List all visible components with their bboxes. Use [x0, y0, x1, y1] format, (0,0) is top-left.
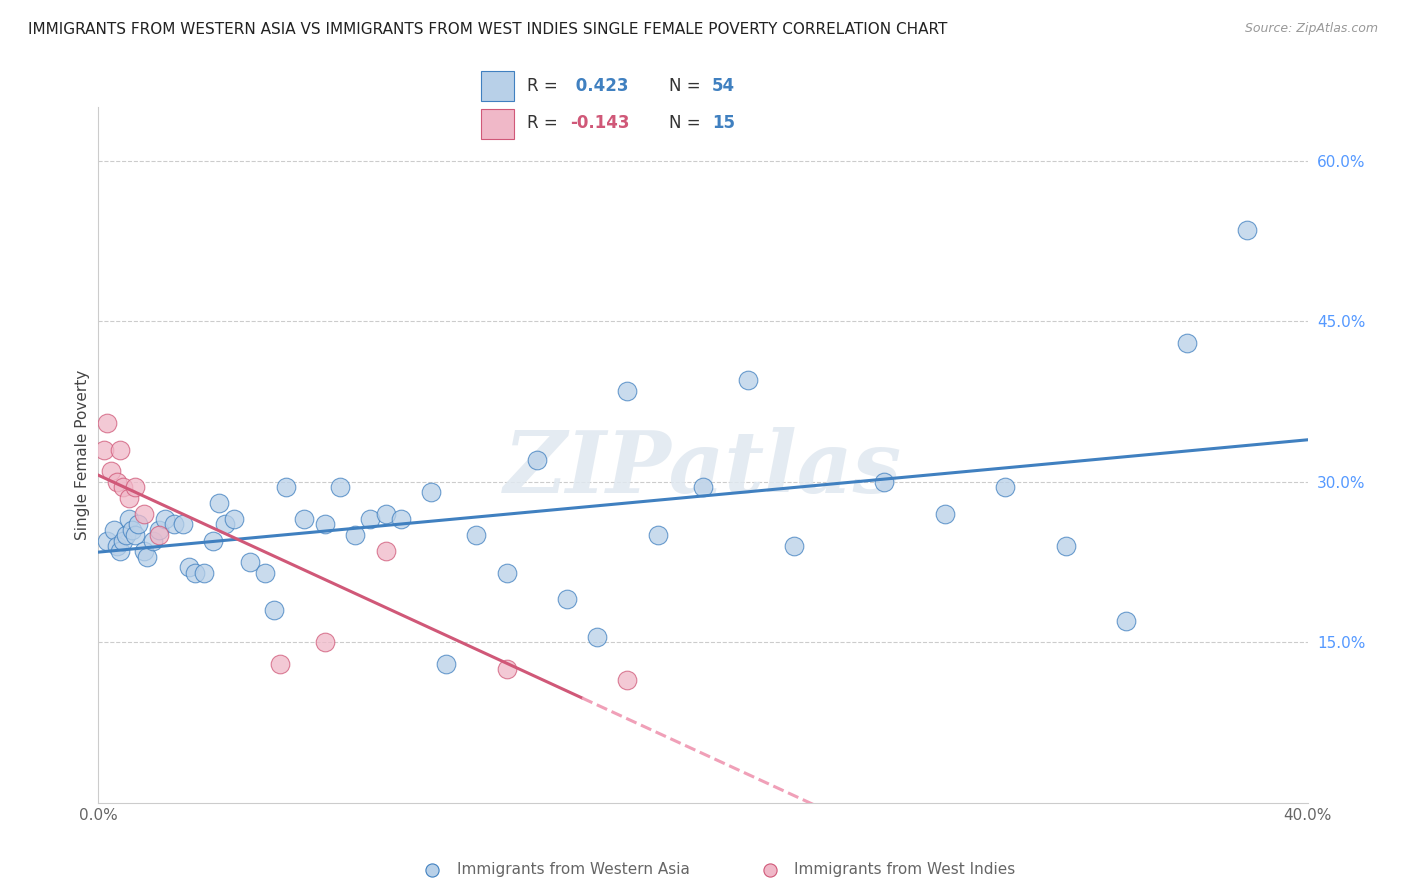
Point — [1115, 614, 1137, 628]
Text: IMMIGRANTS FROM WESTERN ASIA VS IMMIGRANTS FROM WEST INDIES SINGLE FEMALE POVERT: IMMIGRANTS FROM WESTERN ASIA VS IMMIGRAN… — [28, 22, 948, 37]
Point — [105, 475, 128, 489]
Point — [526, 453, 548, 467]
Point — [269, 657, 291, 671]
Point — [179, 560, 201, 574]
Point — [616, 384, 638, 398]
Point — [108, 544, 131, 558]
Point — [616, 673, 638, 687]
Point — [434, 657, 457, 671]
Point — [692, 480, 714, 494]
Text: R =: R = — [527, 114, 564, 132]
Point — [737, 373, 759, 387]
Point — [172, 517, 194, 532]
Point — [111, 533, 134, 548]
Point — [374, 544, 396, 558]
Point — [124, 528, 146, 542]
Point — [105, 539, 128, 553]
Point — [1236, 223, 1258, 237]
Point — [495, 662, 517, 676]
Point — [127, 517, 149, 532]
Point — [555, 592, 578, 607]
Point — [103, 523, 125, 537]
Point — [647, 528, 669, 542]
Text: 15: 15 — [713, 114, 735, 132]
Point — [214, 517, 236, 532]
Point — [1054, 539, 1077, 553]
Point — [142, 533, 165, 548]
Point — [1175, 335, 1198, 350]
Point — [292, 512, 315, 526]
Point — [193, 566, 215, 580]
Point — [253, 566, 276, 580]
Point — [274, 480, 297, 494]
Point — [422, 863, 444, 877]
Point — [783, 539, 806, 553]
Point — [108, 442, 131, 457]
Point — [263, 603, 285, 617]
Point — [153, 512, 176, 526]
Text: Source: ZipAtlas.com: Source: ZipAtlas.com — [1244, 22, 1378, 36]
Text: -0.143: -0.143 — [571, 114, 630, 132]
Point — [148, 528, 170, 542]
Point — [163, 517, 186, 532]
Point — [934, 507, 956, 521]
Point — [586, 630, 609, 644]
Point — [389, 512, 412, 526]
Point — [239, 555, 262, 569]
Point — [360, 512, 382, 526]
Text: Immigrants from West Indies: Immigrants from West Indies — [794, 863, 1015, 877]
Point — [759, 863, 782, 877]
Point — [208, 496, 231, 510]
Point — [118, 491, 141, 505]
Point — [111, 480, 134, 494]
Point — [994, 480, 1017, 494]
Point — [314, 517, 336, 532]
Text: 0.423: 0.423 — [571, 78, 628, 95]
Point — [121, 523, 143, 537]
Point — [93, 442, 115, 457]
Point — [114, 528, 136, 542]
Point — [873, 475, 896, 489]
Point — [202, 533, 225, 548]
Text: Immigrants from Western Asia: Immigrants from Western Asia — [457, 863, 690, 877]
Point — [100, 464, 122, 478]
Point — [224, 512, 246, 526]
Text: R =: R = — [527, 78, 564, 95]
Point — [96, 416, 118, 430]
Point — [124, 480, 146, 494]
Text: N =: N = — [669, 114, 706, 132]
Point — [184, 566, 207, 580]
Point — [96, 533, 118, 548]
Point — [420, 485, 443, 500]
Point — [495, 566, 517, 580]
Point — [118, 512, 141, 526]
Point — [135, 549, 157, 564]
Text: ZIPatlas: ZIPatlas — [503, 427, 903, 510]
Point — [329, 480, 352, 494]
Point — [132, 544, 155, 558]
Point — [314, 635, 336, 649]
Bar — [481, 71, 515, 101]
Point — [132, 507, 155, 521]
Text: N =: N = — [669, 78, 706, 95]
Y-axis label: Single Female Poverty: Single Female Poverty — [75, 370, 90, 540]
Point — [465, 528, 488, 542]
Point — [344, 528, 367, 542]
Bar — [481, 109, 515, 139]
Point — [148, 523, 170, 537]
Text: 54: 54 — [713, 78, 735, 95]
Point — [374, 507, 396, 521]
